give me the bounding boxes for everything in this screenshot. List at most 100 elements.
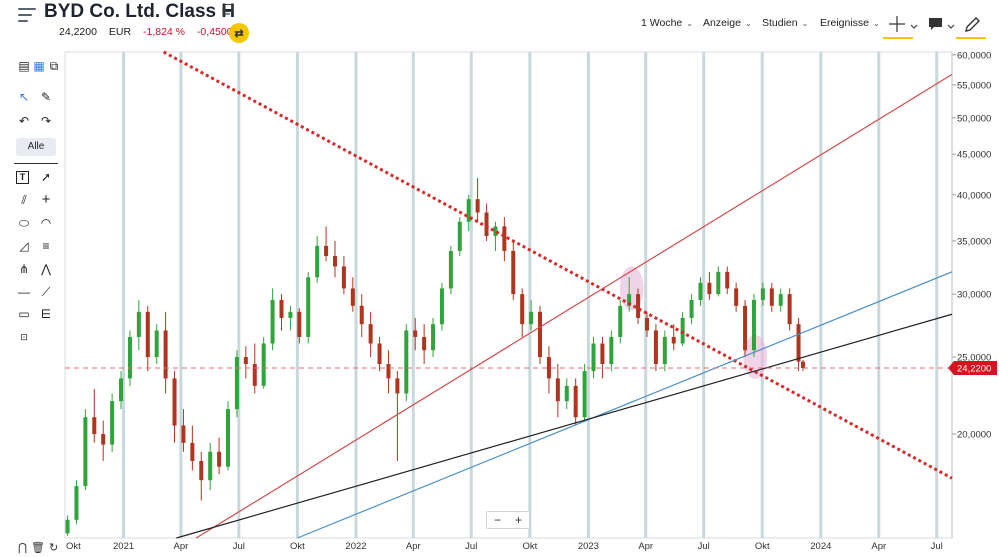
fibonacci-tool-icon[interactable]: ≡: [42, 239, 50, 253]
horizontal-line-icon[interactable]: —: [18, 285, 30, 299]
candle-body: [297, 311, 302, 337]
arrow-tool-icon[interactable]: ➚: [40, 170, 52, 184]
candle-body: [226, 409, 231, 467]
pencil-tool[interactable]: [961, 12, 983, 36]
trendline[interactable]: [195, 73, 953, 539]
pencil-active-indicator: [956, 37, 986, 39]
fan-tool-icon[interactable]: ◿: [19, 239, 29, 253]
cursor-icon[interactable]: ↖: [18, 90, 30, 104]
crosshair-active-indicator: [883, 37, 913, 39]
ellipse-tool-icon[interactable]: ⬭: [18, 216, 30, 230]
candle-body: [591, 343, 596, 372]
highlight-ellipse: [619, 266, 644, 311]
comment-tool[interactable]: [926, 12, 960, 36]
candle-body: [127, 336, 132, 379]
zoom-control: − +: [486, 511, 530, 529]
y-tick-label: 60,0000: [957, 50, 991, 61]
trash-icon[interactable]: 🗑︎: [31, 542, 45, 554]
candle-body: [636, 294, 641, 318]
candle-body: [431, 324, 436, 351]
candle-body: [502, 226, 507, 251]
x-tick-label: Apr: [406, 541, 421, 552]
candle-body: [110, 401, 115, 445]
ruler-icon[interactable]: ✎: [40, 90, 52, 104]
toolbar-divider: [14, 163, 58, 164]
candle-body: [234, 357, 239, 410]
candle-body: [332, 256, 337, 267]
change-absolute: -0,4500: [196, 26, 233, 38]
layout-grid-icon[interactable]: ▦: [33, 59, 45, 73]
reset-icon[interactable]: ↻: [49, 542, 59, 554]
copy-icon[interactable]: [222, 4, 233, 15]
last-price: 24,2200: [59, 26, 97, 38]
tool-filter-select[interactable]: Alle: [16, 138, 56, 156]
candle-body: [377, 343, 382, 365]
candle-body: [404, 330, 409, 394]
menu-anzeige[interactable]: Anzeige ⌄: [703, 17, 752, 29]
candle-body: [760, 288, 765, 300]
candle-body: [341, 266, 346, 289]
gann-fan-icon[interactable]: ⋀: [41, 262, 51, 276]
menu-ereignisse[interactable]: Ereignisse ⌄: [820, 17, 880, 29]
candle-body: [65, 519, 70, 534]
crosshair-lines-icon[interactable]: +: [41, 191, 51, 208]
candle-body: [199, 460, 204, 481]
candle-body: [787, 294, 792, 325]
candle-body: [582, 371, 587, 418]
y-tick-label: 20,0000: [957, 430, 991, 441]
menu-studien[interactable]: Studien ⌄: [762, 17, 808, 29]
candle-body: [671, 336, 676, 344]
trendline-icon[interactable]: ⟋: [41, 285, 51, 299]
zoom-out-button[interactable]: −: [493, 513, 501, 527]
candle-body: [270, 299, 275, 344]
candle-body: [181, 425, 186, 443]
candle-body: [208, 451, 213, 481]
candle-body: [716, 271, 721, 295]
x-tick-label: Jul: [465, 541, 477, 552]
candle-body: [653, 330, 658, 365]
note-tool-icon[interactable]: ⊡: [20, 332, 28, 342]
menu-interval[interactable]: 1 Woche ⌄: [641, 17, 693, 29]
arc-tool-icon[interactable]: ◠: [40, 216, 52, 230]
layout-list-icon[interactable]: ▤: [18, 59, 30, 73]
candle-body: [546, 357, 551, 379]
channel-tool-icon[interactable]: ⋿: [40, 307, 52, 321]
trendline[interactable]: [176, 313, 953, 539]
redo-icon[interactable]: ↷: [40, 114, 52, 128]
x-tick-label: 2022: [345, 541, 366, 552]
candle-body: [439, 288, 444, 325]
magnet-icon[interactable]: ⋂: [18, 542, 28, 554]
pitchfork-tool-icon[interactable]: ⋔: [18, 262, 30, 276]
x-tick-label: Jul: [698, 541, 710, 552]
candle-body: [538, 311, 543, 358]
candle-body: [359, 305, 364, 325]
x-tick-label: Okt: [522, 541, 537, 552]
text-tool-icon[interactable]: T: [16, 171, 29, 184]
y-tick-label: 55,0000: [957, 80, 991, 91]
candle-body: [190, 442, 195, 461]
candle-body: [101, 434, 106, 445]
crosshair-tool[interactable]: [887, 12, 921, 36]
candle-body: [279, 299, 284, 318]
zoom-in-button[interactable]: +: [514, 513, 522, 527]
chevron-down-icon: [947, 24, 955, 29]
undo-icon[interactable]: ↶: [18, 114, 30, 128]
candle-body: [466, 199, 471, 222]
external-window-icon[interactable]: ⧉: [49, 59, 59, 73]
chevron-down-icon: ⌄: [744, 19, 752, 28]
candle-body: [288, 311, 293, 318]
trendline[interactable]: [297, 271, 953, 539]
candle-body: [769, 288, 774, 306]
chevron-down-icon: [910, 24, 918, 29]
swap-icon[interactable]: ⇄: [229, 23, 249, 43]
bottom-tools: ⋂ 🗑︎ ↻: [18, 541, 62, 554]
parallel-lines-icon[interactable]: ⫽: [21, 193, 27, 207]
rectangle-tool-icon[interactable]: ▭: [18, 307, 30, 321]
candle-body: [743, 305, 748, 351]
candle-body: [448, 250, 453, 289]
candle-body: [119, 378, 124, 402]
hamburger-menu-icon[interactable]: [18, 8, 36, 24]
trendline[interactable]: [162, 50, 953, 480]
y-tick-label: 50,0000: [957, 113, 991, 124]
